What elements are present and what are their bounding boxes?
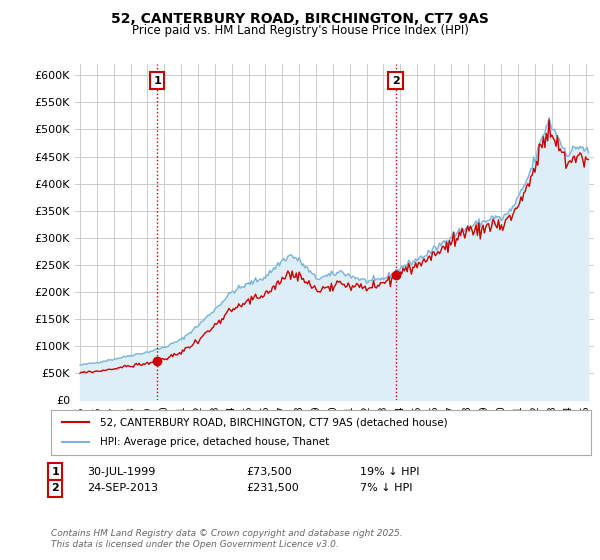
- Text: HPI: Average price, detached house, Thanet: HPI: Average price, detached house, Than…: [100, 437, 329, 447]
- Text: 2: 2: [392, 76, 400, 86]
- Text: Price paid vs. HM Land Registry's House Price Index (HPI): Price paid vs. HM Land Registry's House …: [131, 24, 469, 36]
- Text: 52, CANTERBURY ROAD, BIRCHINGTON, CT7 9AS (detached house): 52, CANTERBURY ROAD, BIRCHINGTON, CT7 9A…: [100, 417, 447, 427]
- Text: 1: 1: [154, 76, 161, 86]
- Text: 24-SEP-2013: 24-SEP-2013: [87, 483, 158, 493]
- Text: 52, CANTERBURY ROAD, BIRCHINGTON, CT7 9AS: 52, CANTERBURY ROAD, BIRCHINGTON, CT7 9A…: [111, 12, 489, 26]
- Text: £231,500: £231,500: [246, 483, 299, 493]
- Text: 2: 2: [52, 483, 59, 493]
- Text: 30-JUL-1999: 30-JUL-1999: [87, 466, 155, 477]
- Text: 1: 1: [52, 466, 59, 477]
- Text: Contains HM Land Registry data © Crown copyright and database right 2025.
This d: Contains HM Land Registry data © Crown c…: [51, 529, 403, 549]
- Text: £73,500: £73,500: [246, 466, 292, 477]
- Text: 7% ↓ HPI: 7% ↓ HPI: [360, 483, 413, 493]
- Text: 19% ↓ HPI: 19% ↓ HPI: [360, 466, 419, 477]
